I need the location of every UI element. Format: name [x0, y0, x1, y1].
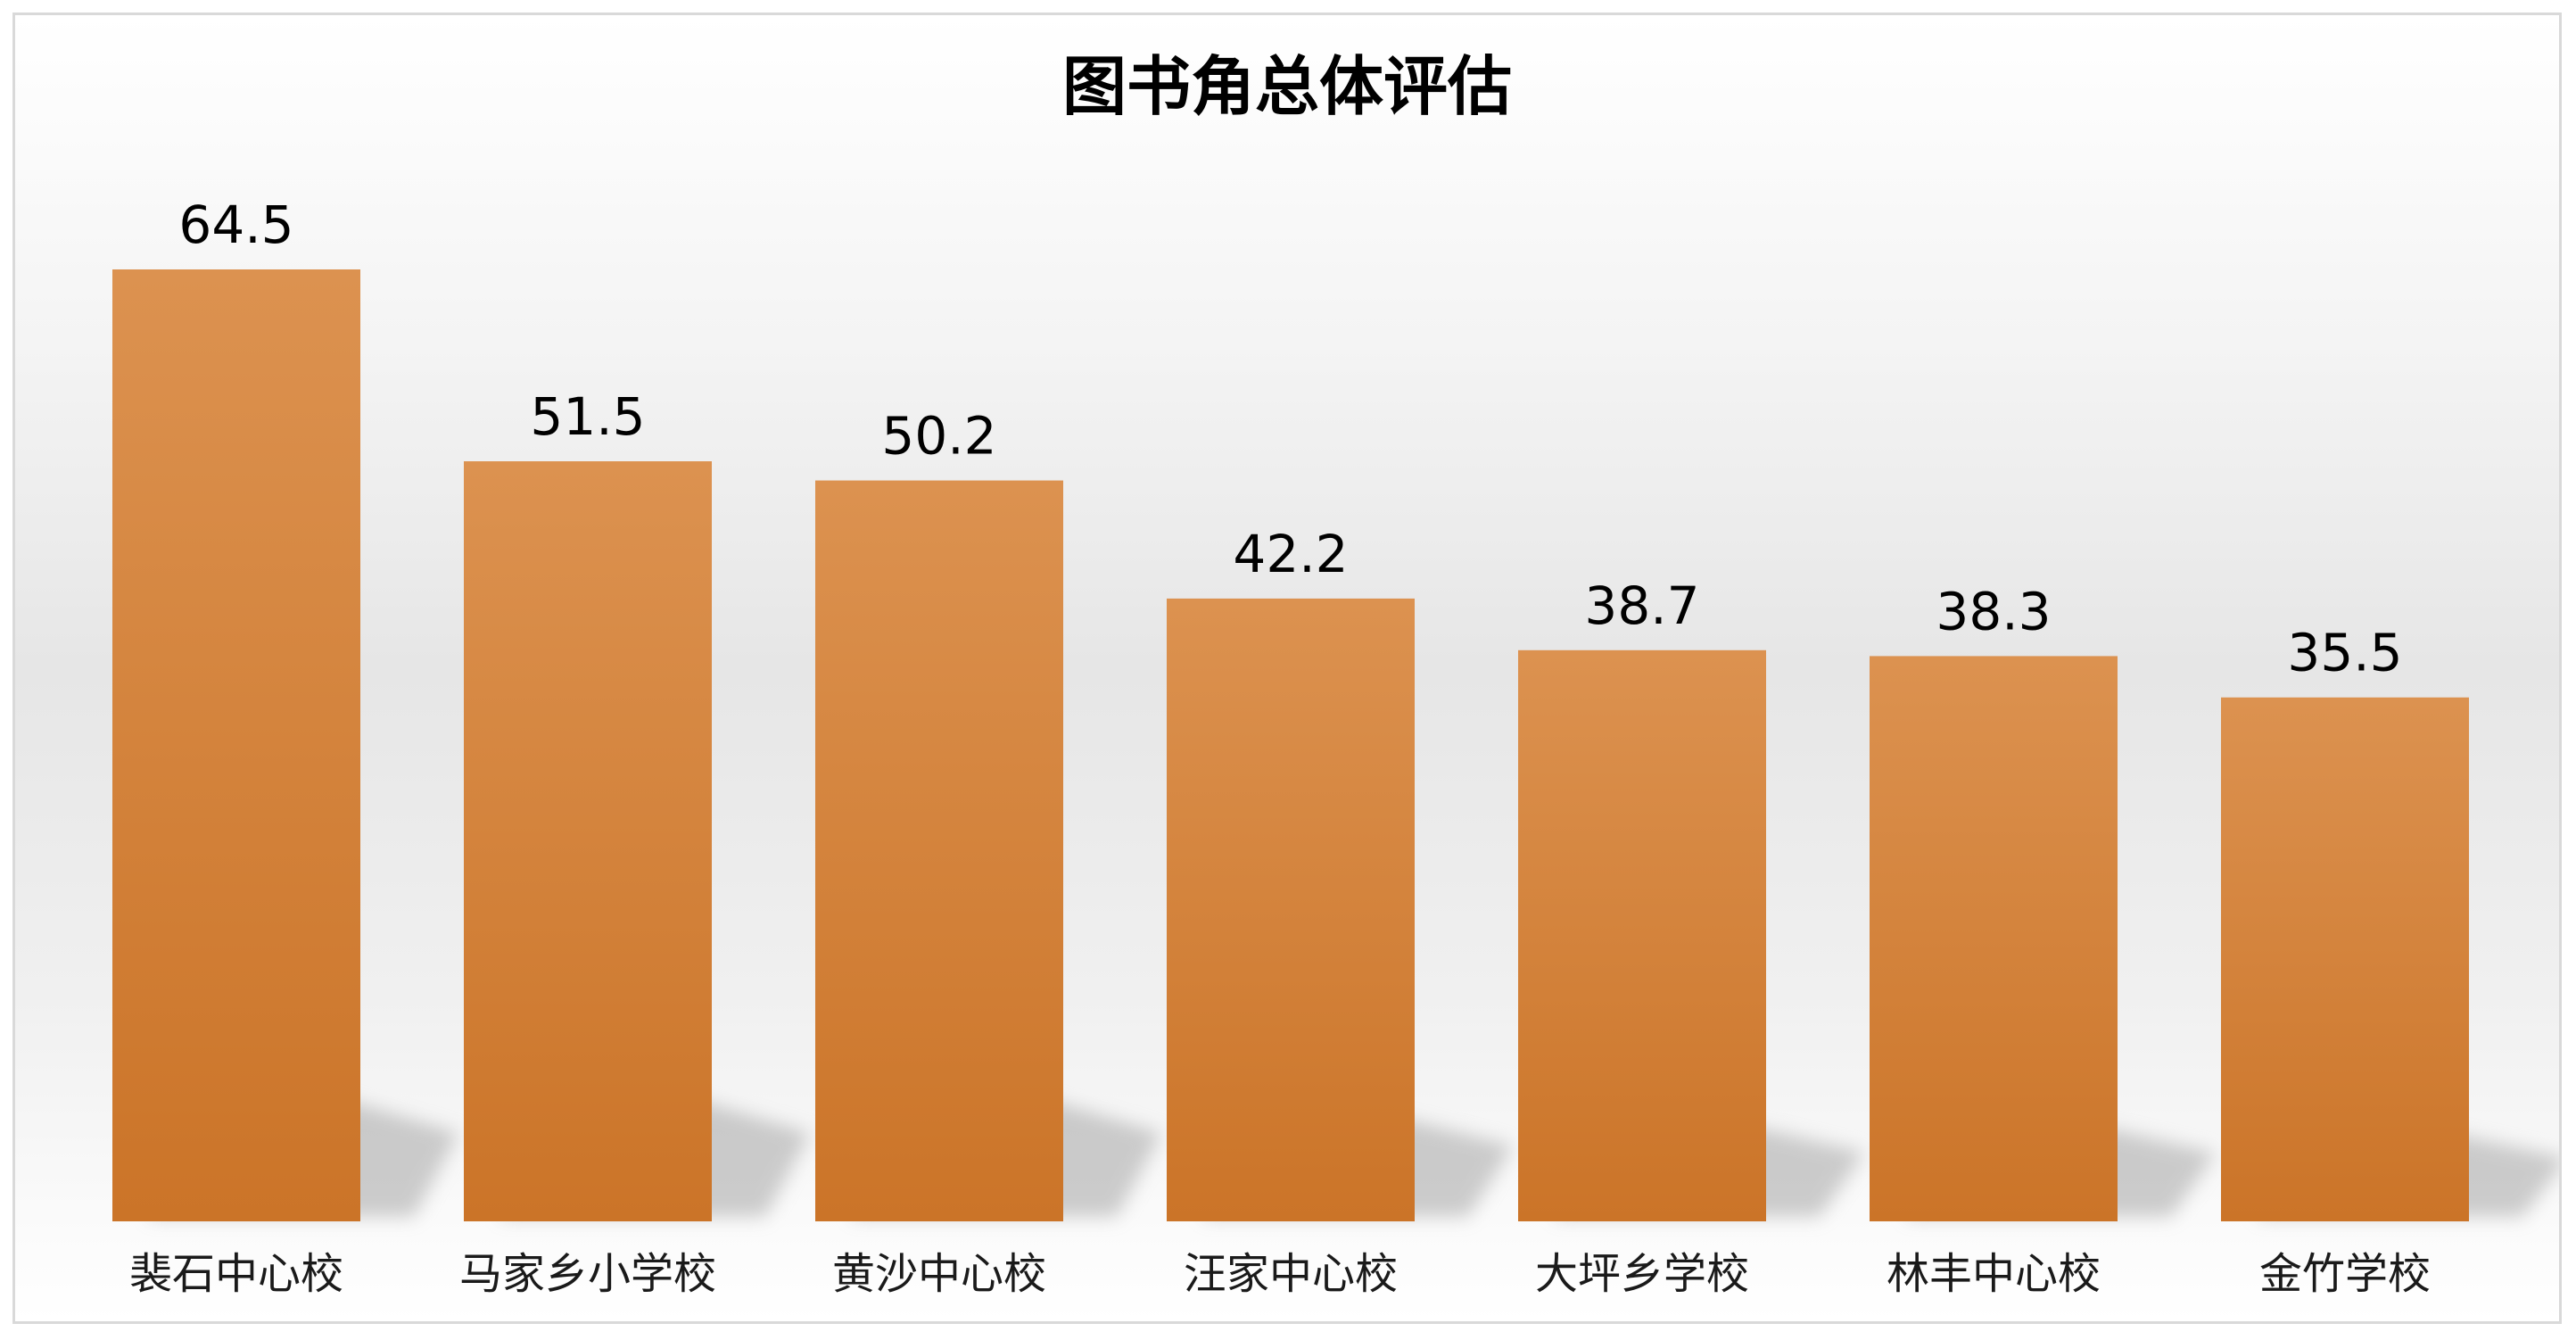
data-label: 35.5 [2287, 623, 2402, 683]
bar [464, 461, 712, 1221]
category-label: 林丰中心校 [1887, 1249, 2101, 1299]
category-labels: 裴石中心校 马家乡小学校 黄沙中心校 汪家中心校 大坪乡学校 林丰中心校 金竹学校 [129, 1249, 2431, 1299]
category-label: 金竹学校 [2259, 1249, 2431, 1299]
data-label: 50.2 [881, 406, 996, 467]
bar [1167, 598, 1415, 1221]
category-label: 黄沙中心校 [832, 1249, 1046, 1299]
bar [815, 480, 1063, 1221]
category-label: 汪家中心校 [1184, 1249, 1398, 1299]
data-label: 38.3 [1936, 581, 2051, 641]
data-label: 51.5 [530, 386, 645, 447]
chart-title: 图书角总体评估 [1062, 49, 1512, 124]
category-label: 大坪乡学校 [1535, 1249, 1749, 1299]
value-labels: 64.5 51.5 50.2 42.2 38.7 38.3 35.5 [178, 194, 2402, 683]
bar [2221, 697, 2469, 1221]
bar-chart: 图书角总体评估 64.5 51.5 50.2 42.2 38.7 38.3 35.5 裴石中… [112, 49, 2559, 1299]
data-label: 42.2 [1233, 524, 1348, 584]
bar [1518, 649, 1766, 1221]
bar [1870, 656, 2118, 1221]
chart-frame: 图书角总体评估 64.5 51.5 50.2 42.2 38.7 38.3 35.5 裴石中… [12, 12, 2562, 1324]
category-label: 裴石中心校 [129, 1249, 343, 1299]
category-label: 马家乡小学校 [459, 1249, 716, 1299]
data-label: 64.5 [178, 194, 293, 255]
data-label: 38.7 [1584, 575, 1699, 636]
bar [112, 269, 360, 1221]
bars [112, 269, 2469, 1221]
